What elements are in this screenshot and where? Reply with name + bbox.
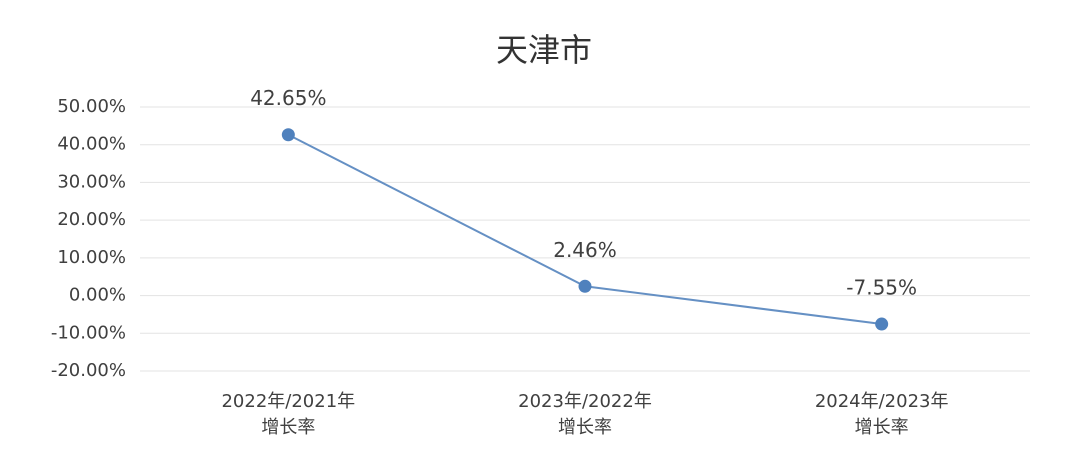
y-tick-label: 20.00% xyxy=(57,209,126,230)
data-label: -7.55% xyxy=(846,276,917,300)
y-tick-label: -20.00% xyxy=(51,360,126,381)
y-tick-label: 30.00% xyxy=(57,171,126,192)
y-tick-label: 0.00% xyxy=(69,285,126,306)
x-tick-label: 增长率 xyxy=(855,417,909,438)
x-tick-label: 增长率 xyxy=(261,417,315,438)
marker xyxy=(875,317,889,331)
x-tick-label: 增长率 xyxy=(558,417,612,438)
y-tick-label: 50.00% xyxy=(57,96,126,117)
x-tick-label: 2023年/2022年 xyxy=(518,391,652,412)
data-label: 2.46% xyxy=(553,238,617,262)
y-tick-label: 40.00% xyxy=(57,134,126,155)
marker xyxy=(578,279,592,293)
marker xyxy=(281,128,295,142)
y-tick-label: -10.00% xyxy=(51,322,126,343)
x-tick-label: 2022年/2021年 xyxy=(221,391,355,412)
x-tick-label: 2024年/2023年 xyxy=(815,391,949,412)
data-label: 42.65% xyxy=(250,86,326,110)
chart-title: 天津市 xyxy=(496,31,592,69)
y-tick-label: 10.00% xyxy=(57,247,126,268)
